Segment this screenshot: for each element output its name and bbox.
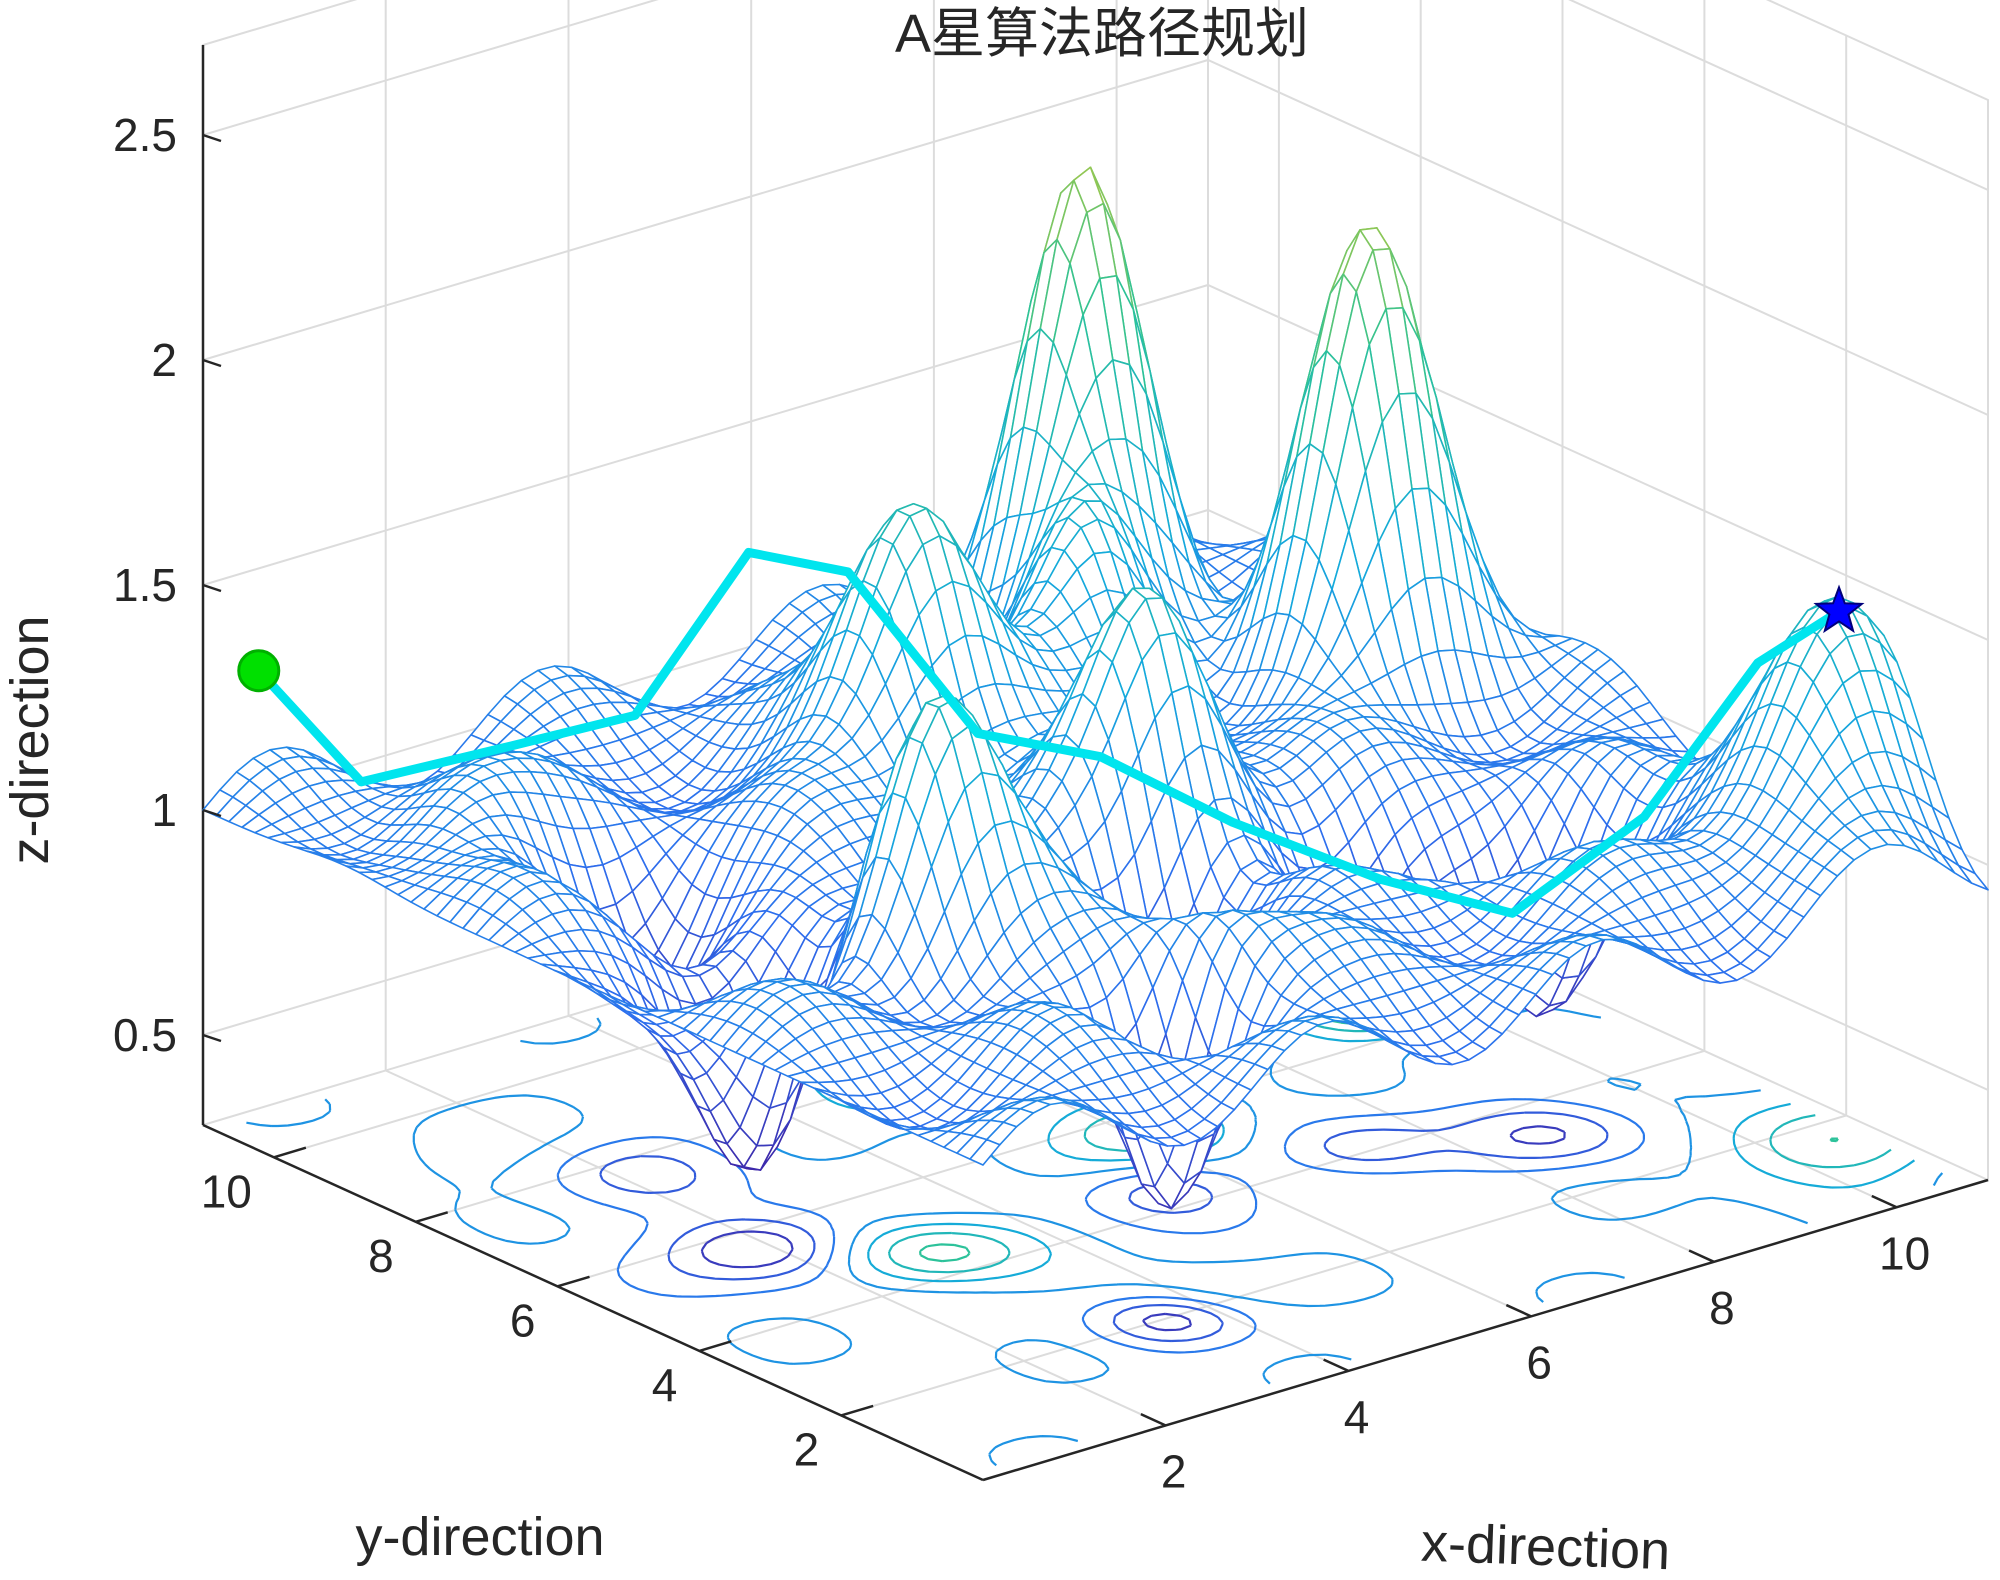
- z-tick-label: 1.5: [113, 559, 177, 611]
- y-tick: [840, 1404, 874, 1417]
- z-gridline: [202, 283, 1989, 641]
- x-tick-label: 8: [1709, 1282, 1735, 1334]
- x-axis-line: [982, 1178, 1989, 1482]
- chart-title: A星算法路径规划: [895, 4, 1309, 64]
- path-layer: [237, 547, 1865, 918]
- contour-line: [556, 1098, 1645, 1354]
- y-tick-label: 6: [510, 1294, 536, 1346]
- y-tick: [415, 1211, 449, 1224]
- z-gridline: [202, 0, 1989, 191]
- mesh-surface: [202, 166, 1989, 1210]
- x-gridline: [567, 0, 1349, 1372]
- astar-path: [254, 547, 1844, 918]
- x-tick-label: 6: [1526, 1336, 1552, 1388]
- y-tick-label: 8: [368, 1230, 394, 1282]
- y-gridline: [699, 0, 1706, 1352]
- mesh-cell: [969, 1138, 1001, 1166]
- y-tick: [699, 1340, 732, 1353]
- x-tick: [1505, 1303, 1532, 1318]
- x-axis-label: x-direction: [1420, 1513, 1671, 1580]
- tick-labels: 2 4 6 8 10 2 4 6 8 10 0.5 1 1.5 2 2.5: [113, 109, 1930, 1498]
- x-tick-label: 4: [1344, 1391, 1370, 1443]
- x-tick-label: 2: [1161, 1446, 1187, 1498]
- x-tick: [1323, 1358, 1349, 1373]
- z-tick: [202, 583, 222, 593]
- contour-line: [700, 1125, 1566, 1332]
- contour-line: [599, 1111, 1609, 1343]
- y-tick: [273, 1146, 307, 1159]
- z-axis-label: z-direction: [0, 615, 60, 864]
- z-tick-label: 0.5: [113, 1009, 177, 1061]
- z-tick: [202, 1033, 222, 1043]
- x-tick: [1871, 1194, 1898, 1209]
- y-axis-label: y-direction: [355, 1507, 604, 1567]
- z-tick-label: 1: [151, 784, 177, 836]
- z-tick-label: 2.5: [113, 109, 177, 161]
- y-axis-line: [202, 1123, 984, 1482]
- x-tick: [1688, 1249, 1715, 1263]
- x-gridline: [384, 0, 1167, 1427]
- y-tick: [557, 1275, 590, 1288]
- y-tick-label: 2: [794, 1424, 820, 1476]
- start-marker: [237, 649, 281, 693]
- y-tick-label: 10: [201, 1165, 252, 1217]
- z-tick: [202, 808, 222, 818]
- goal-marker: [1813, 584, 1865, 634]
- z-tick-label: 2: [151, 334, 177, 386]
- z-gridline: [202, 58, 1989, 416]
- x-tick: [1140, 1413, 1167, 1427]
- z-tick: [202, 133, 222, 143]
- z-tick: [202, 358, 222, 368]
- x-tick-label: 10: [1879, 1227, 1930, 1279]
- y-tick-label: 4: [652, 1359, 678, 1411]
